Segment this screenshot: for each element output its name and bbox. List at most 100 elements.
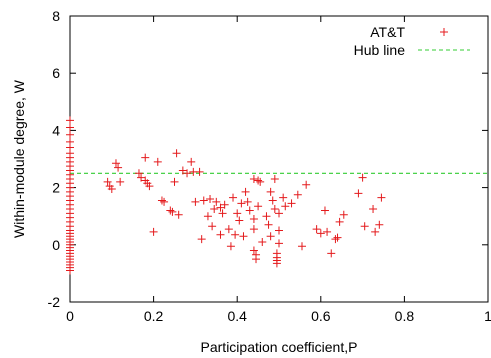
data-point bbox=[339, 210, 348, 219]
data-point bbox=[264, 220, 273, 229]
data-point bbox=[293, 190, 302, 199]
data-point bbox=[111, 159, 120, 168]
y-tick-label: 6 bbox=[52, 65, 60, 81]
data-point bbox=[249, 215, 258, 224]
y-tick-label: 2 bbox=[52, 180, 60, 196]
data-point bbox=[145, 182, 154, 191]
data-point bbox=[134, 169, 143, 178]
legend-label-att: AT&T bbox=[370, 24, 405, 40]
data-point bbox=[266, 232, 275, 241]
data-point bbox=[116, 177, 125, 186]
data-point bbox=[216, 203, 225, 212]
data-point bbox=[249, 225, 258, 234]
data-point bbox=[237, 199, 246, 208]
legend: AT&T Hub line bbox=[354, 24, 470, 58]
data-point bbox=[218, 209, 227, 218]
x-axis-label: Participation coefficient,P bbox=[201, 339, 358, 355]
data-point bbox=[243, 197, 252, 206]
legend-plus-mark bbox=[440, 28, 448, 36]
data-point bbox=[275, 209, 283, 218]
data-point bbox=[187, 157, 196, 166]
data-point bbox=[107, 185, 116, 194]
data-point bbox=[266, 187, 275, 196]
data-point bbox=[239, 232, 248, 241]
data-point bbox=[354, 189, 363, 198]
data-point bbox=[249, 175, 258, 184]
data-point bbox=[335, 217, 344, 226]
data-point bbox=[172, 149, 181, 158]
data-point bbox=[252, 255, 261, 264]
data-point bbox=[208, 222, 217, 231]
data-point bbox=[114, 163, 123, 172]
data-point bbox=[371, 227, 380, 236]
data-point bbox=[224, 225, 233, 234]
data-point bbox=[316, 229, 325, 238]
data-point bbox=[220, 200, 229, 209]
data-point bbox=[199, 196, 208, 205]
data-point bbox=[297, 242, 306, 251]
data-point bbox=[137, 173, 146, 182]
data-point bbox=[262, 212, 271, 221]
data-point bbox=[206, 195, 215, 204]
data-point bbox=[66, 116, 74, 125]
data-point bbox=[333, 233, 342, 242]
data-point bbox=[160, 197, 169, 206]
data-point bbox=[157, 196, 166, 205]
data-point bbox=[279, 193, 288, 202]
data-point bbox=[229, 193, 238, 202]
plot-frame bbox=[69, 15, 489, 303]
data-point bbox=[166, 206, 175, 215]
x-tick-label: 0 bbox=[66, 308, 74, 324]
data-point bbox=[254, 176, 263, 185]
data-point bbox=[256, 177, 265, 186]
data-point bbox=[66, 123, 74, 132]
legend-label-hub: Hub line bbox=[354, 42, 406, 58]
data-point bbox=[254, 202, 263, 211]
x-tick-label: 0.6 bbox=[311, 308, 331, 324]
data-point bbox=[245, 206, 254, 215]
data-point bbox=[195, 167, 204, 176]
data-point bbox=[377, 193, 386, 202]
data-point bbox=[203, 212, 212, 221]
data-point bbox=[287, 199, 296, 208]
legend-marker-att bbox=[440, 28, 448, 36]
data-point bbox=[210, 205, 219, 214]
data-point bbox=[233, 209, 242, 218]
data-point bbox=[153, 157, 162, 166]
scatter-points-layer bbox=[66, 116, 386, 275]
data-point bbox=[302, 180, 311, 189]
data-point bbox=[66, 266, 74, 275]
data-point bbox=[275, 226, 283, 235]
data-point bbox=[312, 225, 321, 234]
y-tick-label: 4 bbox=[52, 122, 60, 138]
data-point bbox=[360, 222, 369, 231]
data-point bbox=[174, 210, 183, 219]
data-point bbox=[170, 177, 179, 186]
y-tick-label: 8 bbox=[52, 8, 60, 24]
axis-ticks: 0 0.2 0.4 0.6 0.8 1 -2 0 2 4 6 8 bbox=[48, 8, 491, 324]
data-point bbox=[231, 230, 240, 239]
data-point bbox=[369, 205, 378, 214]
data-point bbox=[149, 227, 158, 236]
data-point bbox=[281, 202, 290, 211]
data-point bbox=[327, 249, 336, 258]
data-point bbox=[268, 196, 277, 205]
data-point bbox=[216, 230, 225, 239]
data-point bbox=[66, 130, 74, 139]
data-point bbox=[212, 197, 221, 206]
data-point bbox=[235, 216, 244, 225]
data-point bbox=[320, 206, 329, 215]
data-point bbox=[191, 197, 200, 206]
y-axis-label: Within-module degree, W bbox=[11, 79, 27, 238]
data-point bbox=[272, 259, 281, 268]
y-tick-label: 0 bbox=[52, 237, 60, 253]
data-point bbox=[375, 220, 384, 229]
data-point bbox=[258, 237, 267, 246]
x-tick-label: 0.8 bbox=[395, 308, 415, 324]
data-point bbox=[103, 177, 112, 186]
x-tick-label: 1 bbox=[484, 308, 491, 324]
data-point bbox=[270, 205, 279, 214]
data-point bbox=[323, 227, 332, 236]
data-point bbox=[241, 187, 250, 196]
